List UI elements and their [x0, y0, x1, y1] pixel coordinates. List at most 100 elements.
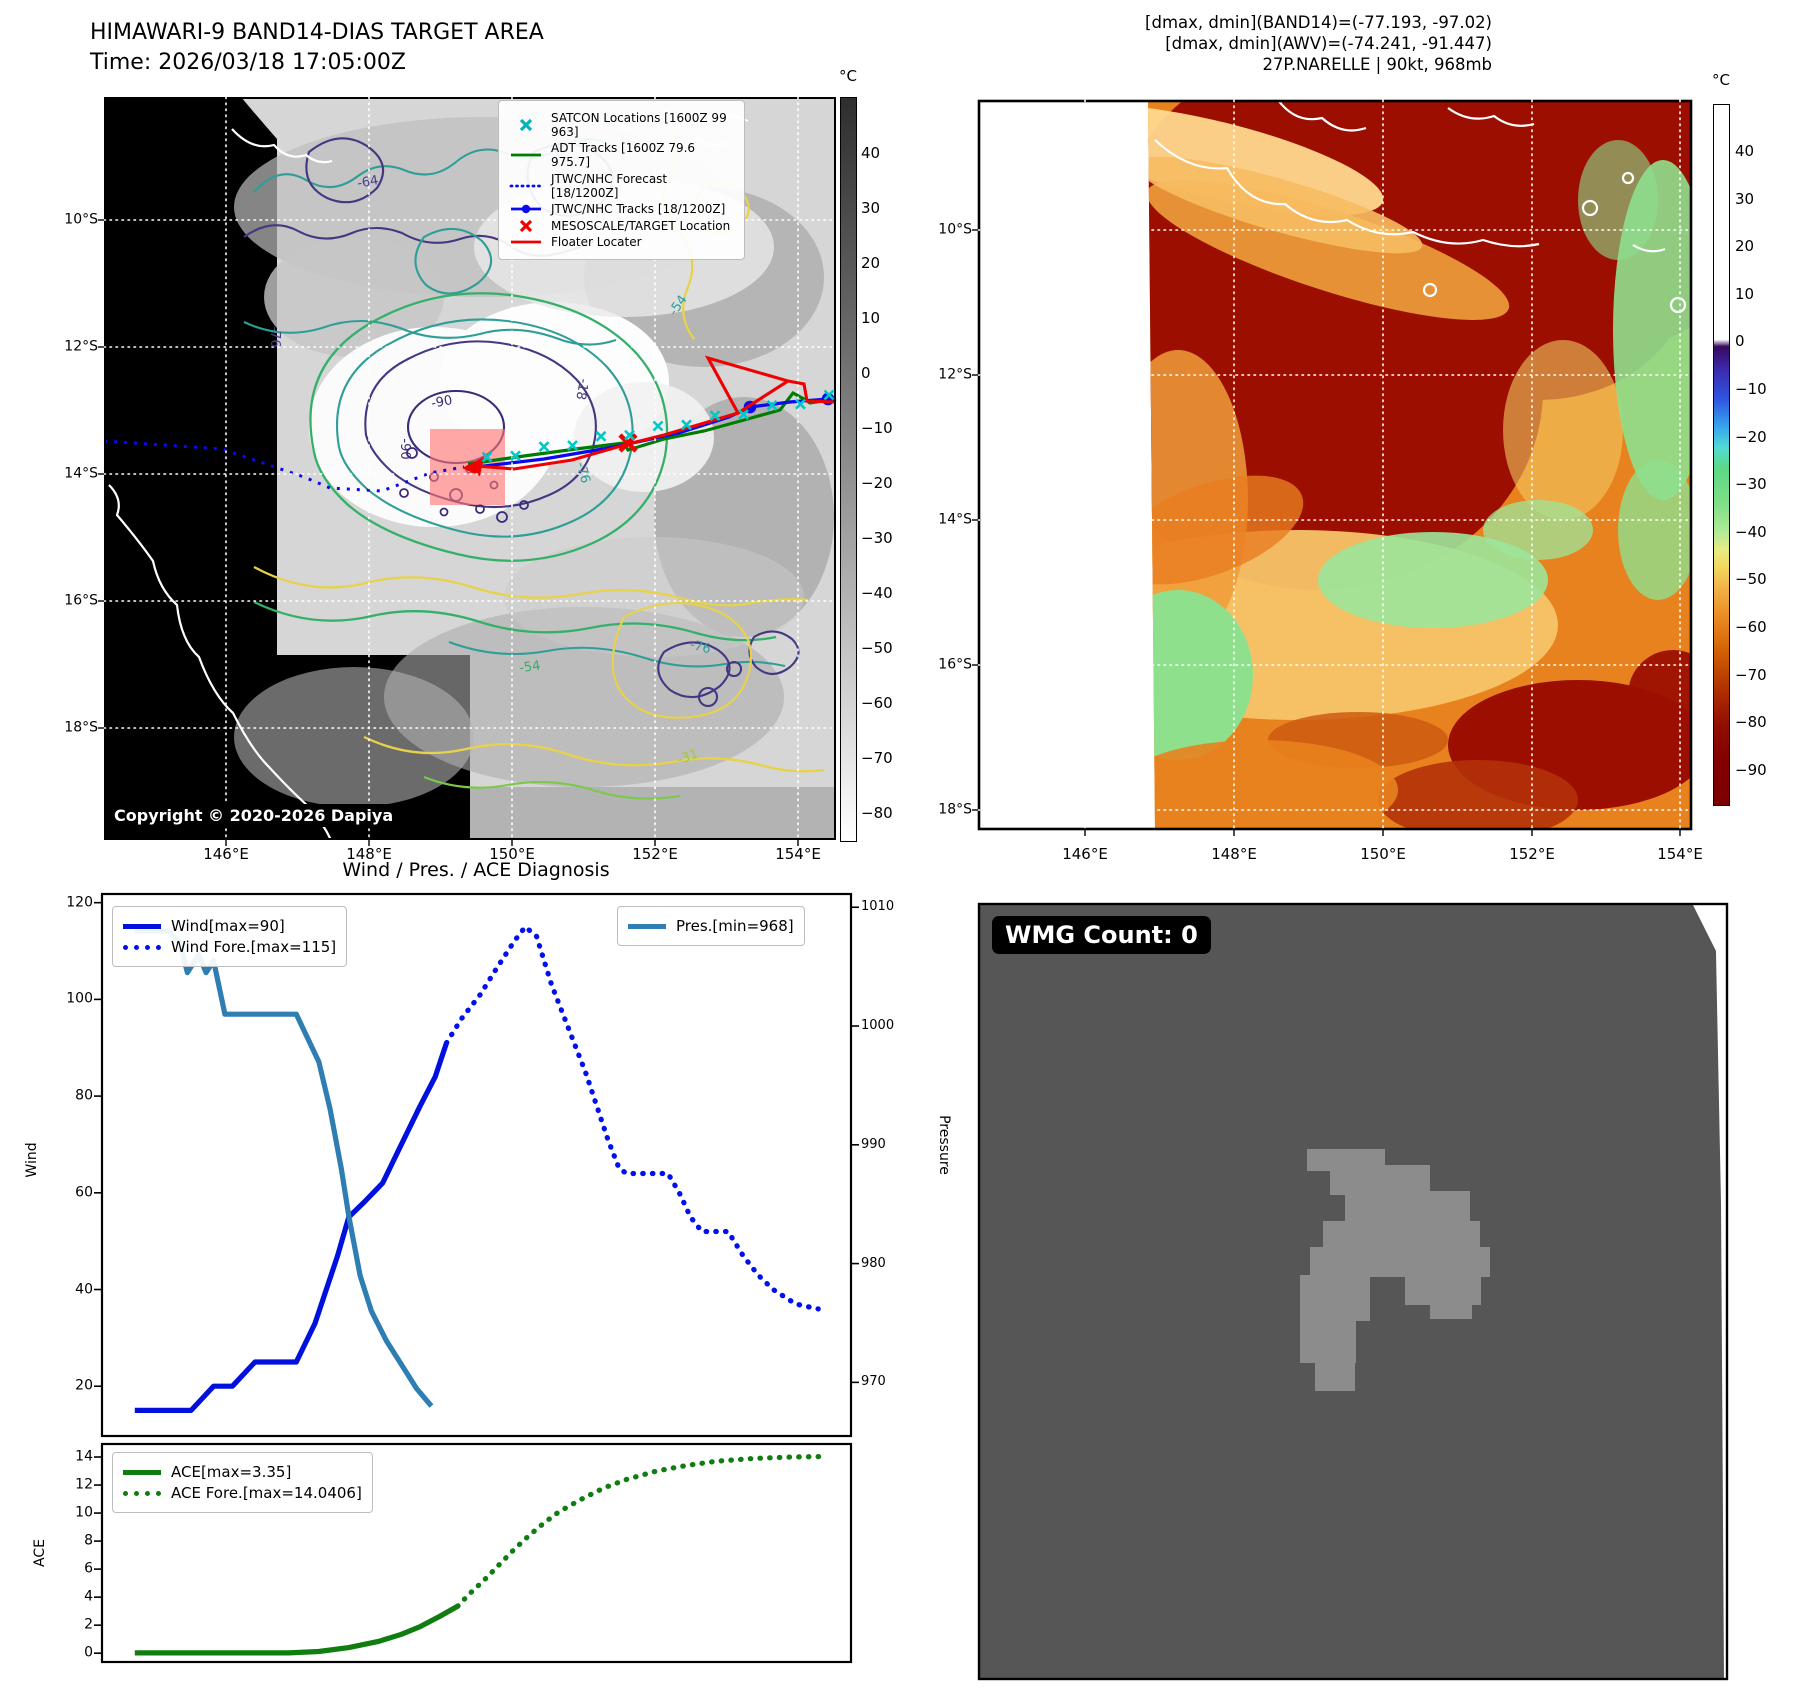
map1-x-tick: 146°E: [203, 845, 249, 863]
map2-y-tick: 18°S: [938, 801, 972, 818]
colorbar1-tick: −30: [861, 528, 893, 547]
map1-x-tick: 148°E: [346, 845, 392, 863]
map2-y-tick: 14°S: [938, 511, 972, 528]
colorbar-unit: °C: [1712, 71, 1730, 89]
map-legend-item: SATCON Locations [1600Z 99 963]: [509, 111, 734, 139]
colorbar2-tick: 20: [1735, 236, 1755, 255]
ace-y-tick: 12: [75, 1476, 93, 1493]
colorbar2-tick: 30: [1735, 189, 1755, 208]
ir-colorbar: [1713, 104, 1730, 806]
x-marker-icon: [519, 118, 533, 131]
colorbar2-tick: −90: [1735, 760, 1767, 779]
map-legend-item: Floater Locater: [509, 235, 734, 249]
map2-x-tick: 154°E: [1657, 845, 1703, 863]
map-border: [977, 99, 1693, 831]
line-marker-icon: [511, 240, 541, 244]
wind-legend-label: Wind[max=90]: [171, 917, 285, 935]
map-legend-label: JTWC/NHC Tracks [18/1200Z]: [551, 202, 726, 216]
map2-x-tick: 148°E: [1211, 845, 1257, 863]
map2-y-tick: 12°S: [938, 366, 972, 383]
panel-border: [977, 902, 1729, 1681]
wind-y-tick: 100: [66, 990, 93, 1007]
map-legend-label: MESOSCALE/TARGET Location: [551, 218, 731, 233]
wind-pressure-chart: [94, 892, 859, 1438]
series-ace-max-3-35-: [134, 1603, 459, 1656]
wind-forecast-sample: [123, 944, 161, 950]
wmg-panel: [977, 902, 1729, 1681]
map-border: [104, 97, 836, 840]
satcon-marker: [681, 419, 692, 431]
colorbar1-tick: 10: [861, 308, 881, 327]
wind-axis-label: Wind: [24, 1142, 40, 1178]
colorbar1-tick: −60: [861, 693, 893, 712]
map2-x-tick: 152°E: [1509, 845, 1555, 863]
satcon-marker: [510, 450, 521, 462]
dotted-marker-icon: [509, 184, 543, 187]
satcon-marker: [567, 440, 578, 451]
contour-label: -54: [518, 658, 542, 677]
map1-y-tick: 16°S: [64, 592, 98, 609]
panel-title: HIMAWARI-9 BAND14-DIAS TARGET AREA: [90, 20, 544, 45]
map-legend-item: MESOSCALE/TARGET Location: [509, 219, 734, 233]
satcon-marker: [624, 429, 635, 441]
contour-label: -18: [572, 377, 591, 401]
wind-y-tick: 60: [75, 1184, 93, 1201]
pressure-y-tick: 980: [861, 1255, 886, 1271]
satcon-marker: [709, 410, 721, 422]
wind-y-tick: 40: [75, 1280, 93, 1297]
storm-info: [dmax, dmin](BAND14)=(-77.193, -97.02) […: [1145, 12, 1492, 75]
wind-y-tick: 120: [66, 893, 93, 910]
series-pres-min-968-: [134, 928, 434, 1408]
pressure-y-tick: 1010: [861, 899, 895, 915]
ace-line-sample: [123, 1469, 161, 1475]
panel-time: Time: 2026/03/18 17:05:00Z: [90, 50, 406, 75]
colorbar1-tick: −40: [861, 583, 893, 602]
wind-legend: Wind[max=90] Wind Fore.[max=115]: [112, 906, 348, 967]
map1-x-tick: 154°E: [775, 845, 821, 863]
grayscale-colorbar: [840, 97, 857, 842]
colorbar2-tick: 10: [1735, 284, 1755, 303]
colorbar1-tick: 30: [861, 198, 881, 217]
map2-y-tick: 16°S: [938, 656, 972, 673]
map2-x-tick: 146°E: [1062, 845, 1108, 863]
colorbar-unit: °C: [839, 67, 857, 85]
satcon-marker: [795, 398, 806, 410]
satcon-marker: [538, 441, 550, 453]
colorbar1-tick: −10: [861, 418, 893, 437]
ace-forecast-legend-label: ACE Fore.[max=14.0406]: [171, 1484, 362, 1502]
ace-y-tick: 10: [75, 1504, 93, 1521]
floater-locater-line: [475, 355, 837, 471]
ace-legend: ACE[max=3.35] ACE Fore.[max=14.0406]: [112, 1452, 373, 1513]
ace-y-tick: 6: [84, 1560, 93, 1577]
ace-y-tick: 4: [84, 1588, 93, 1605]
map2-y-tick: 10°S: [938, 221, 972, 238]
info-line-awv: [dmax, dmin](AWV)=(-74.241, -91.447): [1165, 34, 1492, 53]
satcon-marker: [738, 409, 749, 420]
pressure-line-sample: [628, 923, 666, 929]
map1-x-tick: 152°E: [632, 845, 678, 863]
colorbar1-tick: −50: [861, 638, 893, 657]
map-legend-label: Floater Locater: [551, 235, 642, 249]
ace-y-tick: 2: [84, 1616, 93, 1633]
line-marker-icon: [511, 153, 541, 157]
info-line-band14: [dmax, dmin](BAND14)=(-77.193, -97.02): [1145, 13, 1492, 32]
contour-label: -76: [267, 326, 283, 348]
pressure-y-tick: 990: [861, 1136, 886, 1152]
colorbar2-tick: −60: [1735, 617, 1767, 636]
satcon-marker: [823, 389, 835, 401]
colorbar1-tick: 40: [861, 143, 881, 162]
info-line-storm: 27P.NARELLE | 90kt, 968mb: [1262, 55, 1492, 74]
pressure-y-tick: 970: [861, 1374, 886, 1390]
series-wind-max-90-: [134, 1042, 449, 1414]
ace-y-tick: 0: [84, 1644, 93, 1661]
map-legend-item: JTWC/NHC Forecast [18/1200Z]: [509, 172, 734, 200]
line-dot-marker-icon: [511, 204, 541, 214]
pressure-legend-label: Pres.[min=968]: [676, 917, 794, 935]
panel-white-sliver: [1715, 903, 1728, 1680]
ace-forecast-sample: [123, 1490, 161, 1496]
map1-y-tick: 14°S: [64, 465, 98, 482]
pressure-y-tick: 1000: [861, 1017, 895, 1033]
colorbar2-tick: −40: [1735, 522, 1767, 541]
ace-y-tick: 14: [75, 1448, 93, 1465]
